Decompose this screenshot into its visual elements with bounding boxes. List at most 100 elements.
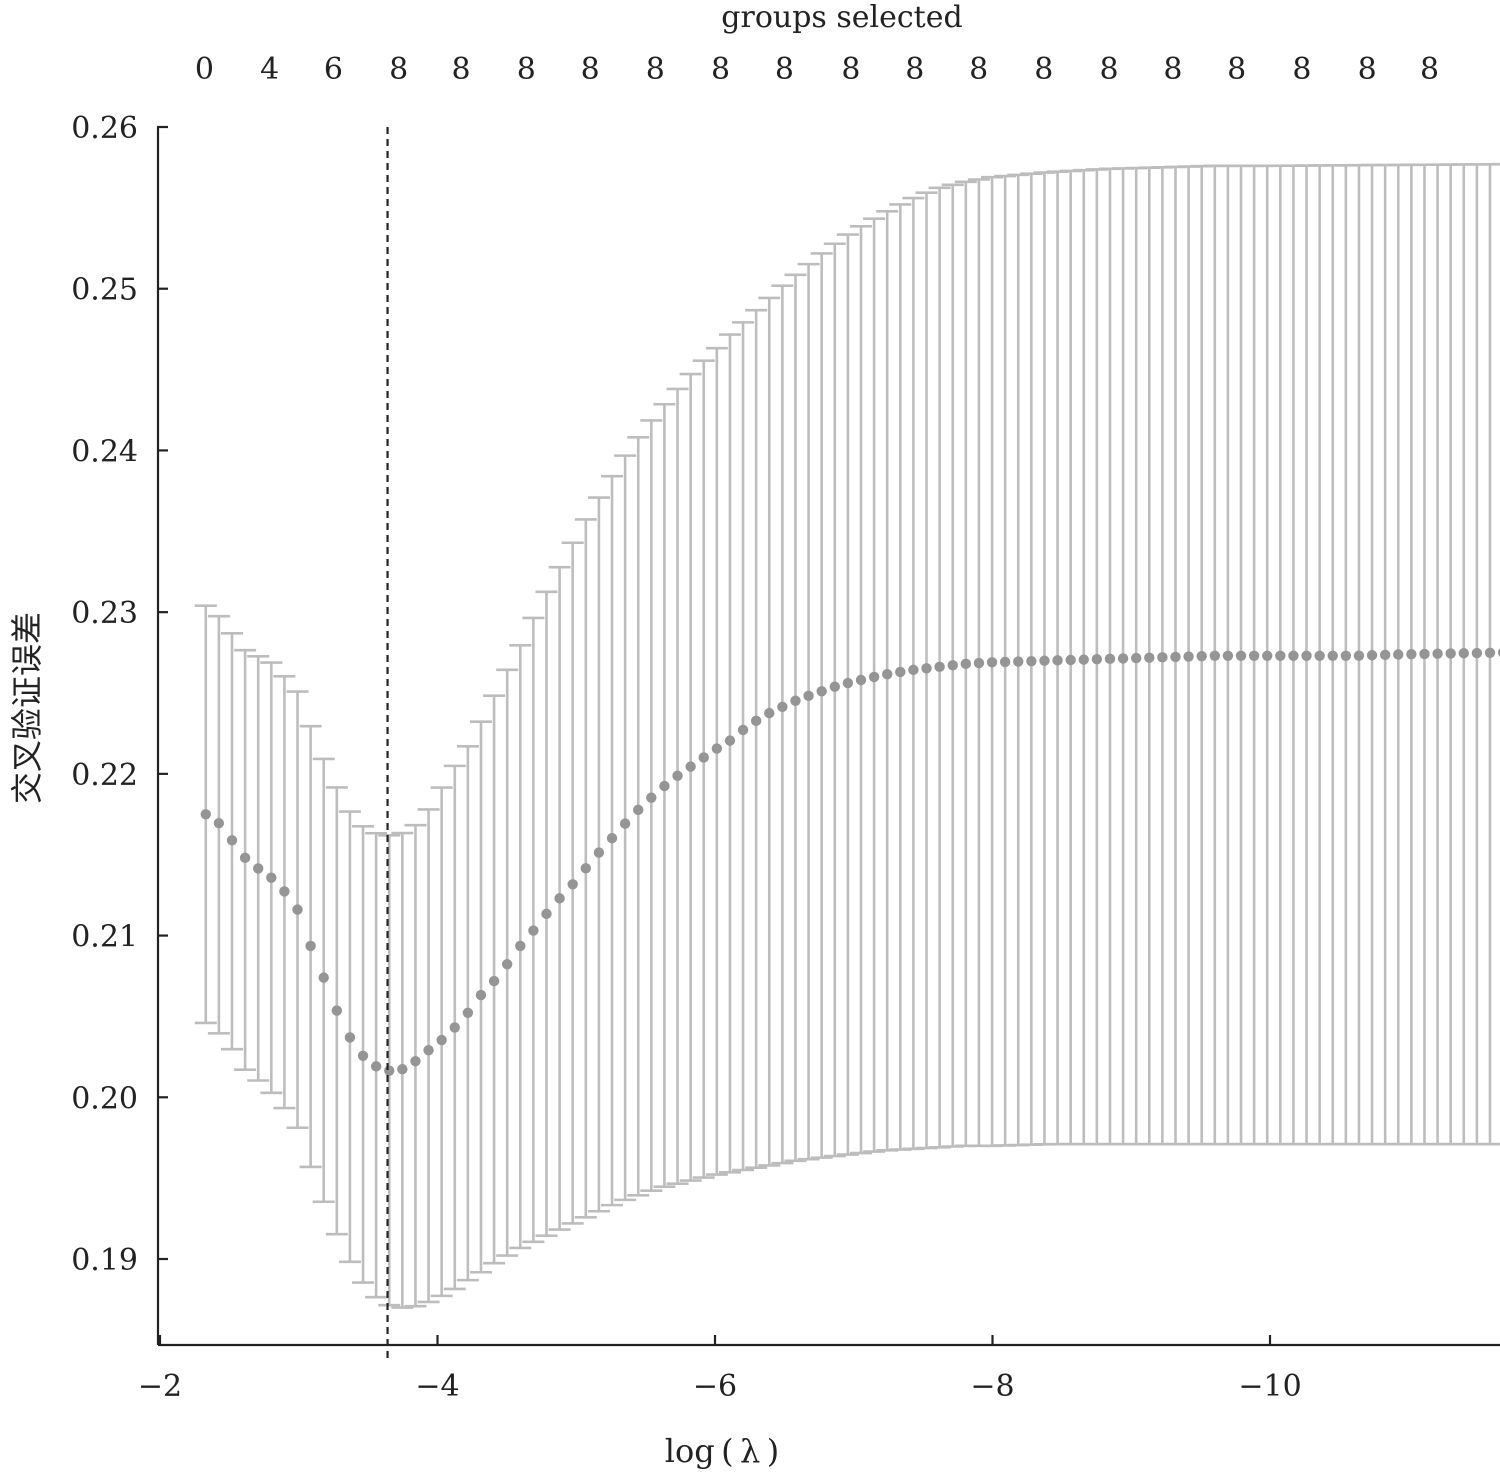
error-bar xyxy=(758,296,781,1167)
error-bar xyxy=(876,210,899,1152)
mean-point xyxy=(1353,650,1365,661)
mean-point xyxy=(1301,650,1312,662)
mean-point xyxy=(1340,650,1352,662)
mean-point xyxy=(305,940,316,952)
mean-point xyxy=(685,761,696,772)
mean-point xyxy=(1170,651,1181,663)
mean-point xyxy=(488,975,500,987)
mean-point xyxy=(528,925,539,936)
error-bar xyxy=(797,262,820,1161)
mean-point xyxy=(1432,648,1443,659)
mean-point xyxy=(501,959,513,970)
mean-point xyxy=(1366,650,1378,661)
mean-point xyxy=(1458,648,1469,659)
mean-point xyxy=(790,695,801,706)
mean-point xyxy=(868,671,880,683)
top-tick-label: 8 xyxy=(1292,52,1311,87)
error-bar xyxy=(823,242,846,1158)
y-tick-label: 0.20 xyxy=(71,1081,138,1116)
mean-point xyxy=(1091,654,1103,665)
mean-point xyxy=(1026,655,1037,667)
top-tick-label: 6 xyxy=(324,52,343,87)
mean-point xyxy=(606,833,618,844)
mean-point xyxy=(1484,647,1496,658)
mean-point xyxy=(554,893,565,904)
error-bar xyxy=(849,224,872,1155)
mean-point xyxy=(1104,653,1116,665)
error-bar xyxy=(863,217,886,1153)
mean-point xyxy=(619,818,631,829)
mean-point xyxy=(1471,647,1483,659)
top-tick-label: 8 xyxy=(646,52,665,87)
mean-point xyxy=(711,743,723,754)
error-bars xyxy=(194,162,1500,1309)
x-tick-label: −10 xyxy=(1238,1369,1301,1404)
top-tick-label: 8 xyxy=(389,52,408,87)
error-bar xyxy=(679,372,702,1182)
top-tick-label: 8 xyxy=(905,52,924,87)
mean-point xyxy=(1445,648,1456,659)
top-tick-label: 8 xyxy=(581,52,600,87)
mean-point xyxy=(318,972,329,983)
error-bar xyxy=(692,359,715,1179)
mean-point xyxy=(423,1044,434,1056)
mean-point xyxy=(1039,655,1050,666)
error-bar xyxy=(1492,162,1500,1146)
mean-point xyxy=(947,660,958,671)
mean-point xyxy=(292,904,303,915)
mean-point xyxy=(1406,648,1417,660)
mean-point xyxy=(331,1005,343,1016)
x-tick-label: −2 xyxy=(138,1369,182,1404)
top-tick-label: 0 xyxy=(195,52,214,87)
mean-point xyxy=(1144,652,1155,663)
mean-point xyxy=(1393,649,1404,660)
mean-point xyxy=(633,804,644,816)
mean-point xyxy=(475,989,487,1001)
error-bar xyxy=(705,346,728,1176)
error-bar xyxy=(732,321,755,1172)
mean-point xyxy=(934,661,945,673)
mean-point xyxy=(370,1061,382,1072)
mean-point xyxy=(357,1050,369,1061)
top-tick-label: 8 xyxy=(452,52,471,87)
mean-point xyxy=(580,863,592,874)
mean-point xyxy=(1130,652,1142,664)
x-tick-label: −4 xyxy=(415,1369,459,1404)
mean-point xyxy=(777,701,788,713)
mean-point xyxy=(397,1063,408,1075)
top-tick-label: 8 xyxy=(969,52,988,87)
mean-point xyxy=(1327,650,1338,662)
mean-point xyxy=(1235,650,1247,662)
mean-point xyxy=(659,780,670,792)
mean-point xyxy=(672,770,683,781)
mean-point xyxy=(1065,654,1076,666)
mean-point xyxy=(1052,655,1063,666)
error-bar xyxy=(627,435,650,1197)
x-axis-title: log ( λ ) xyxy=(665,1432,779,1470)
mean-point xyxy=(541,908,552,920)
mean-point xyxy=(344,1032,356,1043)
mean-point xyxy=(764,707,775,719)
mean-point xyxy=(724,735,736,746)
mean-point xyxy=(750,715,762,727)
top-tick-label: 8 xyxy=(1227,52,1246,87)
x-tick-label: −8 xyxy=(970,1369,1014,1404)
top-tick-label: 8 xyxy=(517,52,536,87)
mean-point xyxy=(1379,649,1391,661)
mean-point xyxy=(882,669,893,680)
top-tick-label: 8 xyxy=(1358,52,1377,87)
error-bar xyxy=(771,284,794,1165)
mean-point xyxy=(384,1065,395,1076)
top-tick-label: 4 xyxy=(260,52,279,87)
y-tick-label: 0.23 xyxy=(71,596,138,631)
error-bar xyxy=(417,808,440,1304)
mean-point xyxy=(593,847,605,858)
mean-point xyxy=(1157,652,1168,663)
mean-point xyxy=(449,1022,460,1033)
mean-point xyxy=(908,664,919,676)
mean-point xyxy=(1275,650,1286,662)
mean-point xyxy=(921,663,932,674)
mean-point xyxy=(410,1056,421,1067)
mean-point xyxy=(999,656,1011,668)
mean-point xyxy=(279,886,290,897)
